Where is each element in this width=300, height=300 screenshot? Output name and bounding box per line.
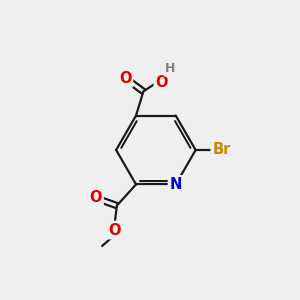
Text: Br: Br (212, 142, 231, 158)
Text: H: H (165, 62, 175, 75)
Text: O: O (89, 190, 102, 205)
Text: O: O (119, 71, 131, 86)
Text: N: N (169, 177, 182, 192)
Text: O: O (155, 74, 168, 89)
Text: O: O (108, 223, 121, 238)
